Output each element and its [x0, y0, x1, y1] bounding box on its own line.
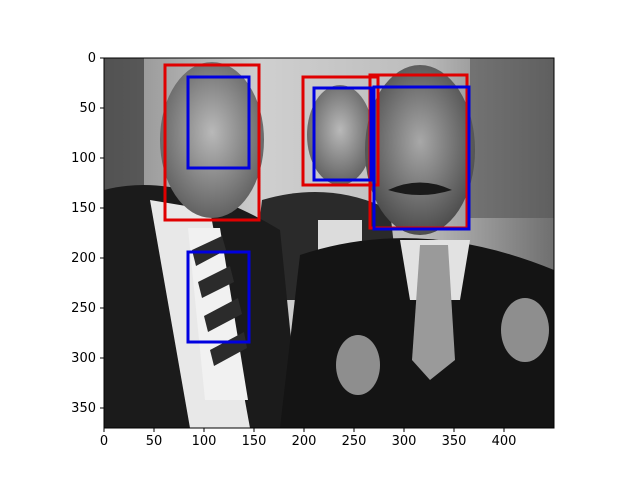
right-man-right-hand	[501, 298, 549, 362]
background-left-dark	[104, 58, 144, 198]
x-tick-label: 250	[342, 434, 367, 449]
x-axis: 0 50 100 150 200 250 300 350 400	[100, 428, 517, 449]
y-tick-label: 100	[71, 151, 96, 166]
right-man-head	[365, 65, 475, 235]
left-man-tie	[188, 228, 248, 400]
x-tick-label: 200	[292, 434, 317, 449]
y-tick-label: 250	[71, 301, 96, 316]
right-man-tie	[412, 245, 455, 380]
red-bounding-box-2	[301, 75, 380, 187]
axes-frame	[103, 57, 555, 429]
red-bounding-box-1	[163, 63, 261, 222]
right-man-left-hand	[336, 335, 380, 395]
left-man-head	[160, 62, 264, 218]
x-tick-label: 400	[492, 434, 517, 449]
middle-man-head	[307, 85, 373, 185]
blue-bounding-box-7	[186, 250, 251, 344]
y-tick-label: 0	[88, 51, 96, 66]
blue-bounding-box-4	[186, 75, 251, 170]
x-tick-label: 350	[442, 434, 467, 449]
y-tick-label: 150	[71, 201, 96, 216]
y-tick-label: 300	[71, 351, 96, 366]
bounding-boxes	[163, 63, 471, 344]
blue-bounding-box-5	[312, 86, 373, 182]
blue-bounding-box-6	[372, 85, 471, 231]
y-tick-label: 200	[71, 251, 96, 266]
background-flags	[470, 58, 554, 218]
y-tick-label: 50	[79, 101, 96, 116]
right-man-mustache	[388, 182, 452, 195]
x-tick-label: 150	[242, 434, 267, 449]
photograph	[104, 58, 554, 428]
y-axis: 0 50 100 150 200 250 300 350	[71, 51, 104, 416]
x-tick-label: 0	[100, 434, 108, 449]
x-tick-label: 50	[146, 434, 163, 449]
x-tick-label: 300	[392, 434, 417, 449]
y-tick-label: 350	[71, 401, 96, 416]
x-tick-label: 100	[192, 434, 217, 449]
